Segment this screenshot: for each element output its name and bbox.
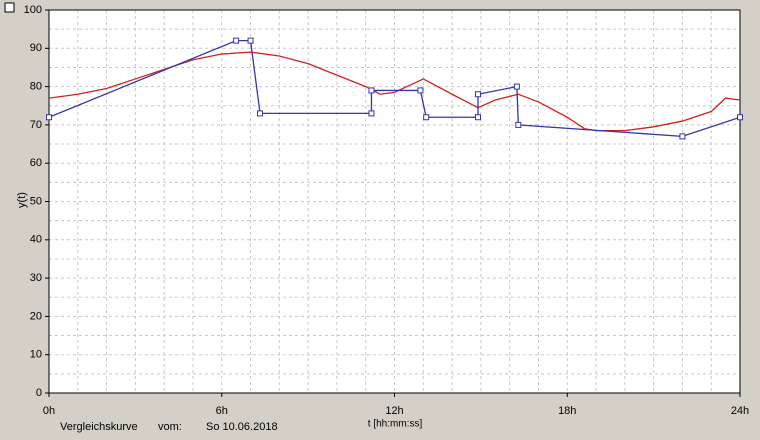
- point-marker: [737, 114, 743, 121]
- y-tick-label: 100: [24, 4, 42, 16]
- plot-frame: [48, 9, 741, 394]
- footer-label: Vergleichskurve: [60, 421, 138, 433]
- y-tick-label: 90: [30, 42, 42, 54]
- y-tick-label: 40: [30, 234, 42, 246]
- point-marker: [679, 133, 686, 140]
- y-tick-label: 50: [30, 195, 42, 207]
- point-marker: [474, 114, 481, 121]
- y-tick-label: 0: [36, 387, 42, 399]
- x-tick-label: 6h: [216, 405, 228, 417]
- point-marker: [46, 114, 52, 121]
- point-marker: [515, 121, 522, 128]
- point-marker: [257, 110, 264, 117]
- x-axis-label: t [hh:mm:ss]: [368, 419, 423, 430]
- x-tick-label: 18h: [558, 405, 576, 417]
- point-marker: [368, 87, 375, 94]
- window-icon[interactable]: [4, 2, 15, 13]
- y-tick-label: 10: [30, 349, 42, 361]
- series-line: [48, 51, 741, 132]
- point-marker: [423, 114, 430, 121]
- point-marker: [368, 110, 375, 117]
- point-marker: [417, 87, 424, 94]
- point-marker: [474, 91, 481, 98]
- point-marker: [233, 37, 240, 44]
- y-tick-label: 30: [30, 272, 42, 284]
- x-tick-label: 0h: [43, 405, 55, 417]
- y-axis-label: y(t): [16, 192, 28, 208]
- x-tick-label: 24h: [731, 405, 749, 417]
- y-tick-label: 60: [30, 157, 42, 169]
- point-marker: [513, 83, 520, 90]
- y-tick-label: 80: [30, 81, 42, 93]
- footer-date: So 10.06.2018: [206, 421, 278, 433]
- point-marker: [247, 37, 254, 44]
- y-tick-label: 20: [30, 310, 42, 322]
- footer-label: vom:: [158, 421, 182, 433]
- y-tick-label: 70: [30, 119, 42, 131]
- x-tick-label: 12h: [385, 405, 403, 417]
- series-line: [48, 39, 741, 138]
